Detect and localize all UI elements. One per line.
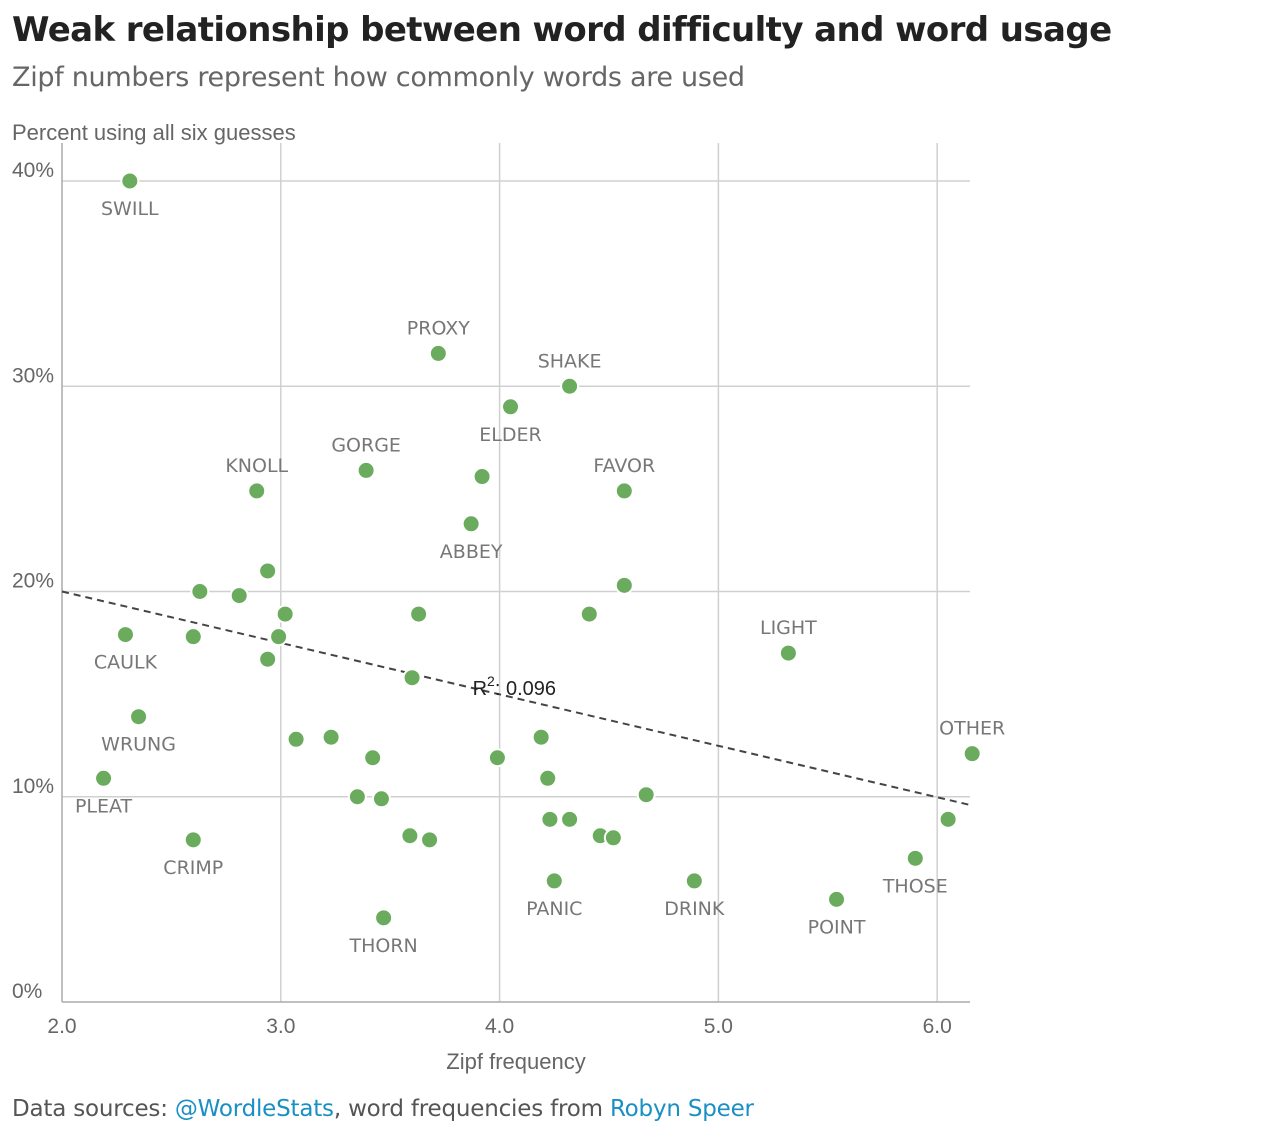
points-group bbox=[94, 171, 982, 928]
data-point bbox=[684, 871, 704, 891]
source-note: Data sources: @WordleStats, word frequen… bbox=[12, 1096, 754, 1122]
data-point bbox=[579, 604, 599, 624]
data-point bbox=[544, 871, 564, 891]
point-label: FAVOR bbox=[593, 455, 655, 477]
data-point bbox=[269, 627, 289, 647]
data-point bbox=[371, 789, 391, 809]
point-label: ABBEY bbox=[440, 541, 503, 563]
y-tick-label: 20% bbox=[12, 570, 54, 593]
data-point bbox=[258, 649, 278, 669]
x-tick-label: 2.0 bbox=[47, 1015, 76, 1038]
source-middle: , word frequencies from bbox=[333, 1096, 610, 1122]
y-tick-label: 40% bbox=[12, 159, 54, 182]
point-label: OTHER bbox=[939, 718, 1005, 740]
point-label: THOSE bbox=[882, 875, 948, 897]
data-point bbox=[115, 625, 135, 645]
x-axis-title: Zipf frequency bbox=[446, 1049, 585, 1074]
data-point bbox=[258, 561, 278, 581]
point-label: CAULK bbox=[94, 652, 158, 674]
data-point bbox=[374, 908, 394, 928]
axes: 0% 10% 20% 30% 40% 2.0 3.0 4.0 5.0 6.0 Percent usi… bbox=[12, 120, 970, 1074]
data-point bbox=[461, 514, 481, 534]
point-label: ELDER bbox=[479, 424, 541, 446]
data-point bbox=[428, 343, 448, 363]
point-label: PLEAT bbox=[75, 795, 133, 817]
point-label: SWILL bbox=[101, 198, 159, 220]
point-label: PANIC bbox=[526, 898, 582, 920]
data-point bbox=[129, 707, 149, 727]
wordlestats-link[interactable]: @WordleStats bbox=[174, 1096, 334, 1122]
source-prefix: Data sources: bbox=[12, 1096, 175, 1122]
data-point bbox=[247, 481, 267, 501]
point-label: LIGHT bbox=[760, 617, 817, 639]
data-point bbox=[409, 604, 429, 624]
y-tick-label: 0% bbox=[12, 980, 42, 1003]
x-tick-label: 5.0 bbox=[704, 1015, 733, 1038]
data-point bbox=[905, 848, 925, 868]
data-point bbox=[472, 467, 492, 487]
chart-title: Weak relationship between word difficult… bbox=[12, 10, 1112, 50]
data-point bbox=[183, 830, 203, 850]
data-point bbox=[487, 748, 507, 768]
data-point bbox=[286, 729, 306, 749]
data-point bbox=[603, 828, 623, 848]
data-point bbox=[538, 768, 558, 788]
point-label: SHAKE bbox=[538, 350, 602, 372]
data-point bbox=[120, 171, 140, 191]
y-axis-title: Percent using all six guesses bbox=[12, 120, 296, 145]
data-point bbox=[347, 787, 367, 807]
robyn-speer-link[interactable]: Robyn Speer bbox=[609, 1096, 754, 1122]
data-point bbox=[321, 727, 341, 747]
data-point bbox=[183, 627, 203, 647]
data-point bbox=[400, 826, 420, 846]
data-point bbox=[827, 889, 847, 909]
data-point bbox=[560, 376, 580, 396]
data-point bbox=[560, 809, 580, 829]
point-label: DRINK bbox=[664, 898, 725, 920]
point-label: WRUNG bbox=[101, 734, 176, 756]
data-point bbox=[229, 586, 249, 606]
data-point bbox=[778, 643, 798, 663]
data-point bbox=[356, 460, 376, 480]
data-point bbox=[275, 604, 295, 624]
data-point bbox=[614, 575, 634, 595]
data-point bbox=[94, 768, 114, 788]
point-label: GORGE bbox=[331, 434, 401, 456]
x-tick-label: 3.0 bbox=[266, 1015, 295, 1038]
point-label: PROXY bbox=[407, 317, 470, 339]
point-label: POINT bbox=[808, 916, 866, 938]
data-point bbox=[420, 830, 440, 850]
data-point bbox=[938, 809, 958, 829]
y-tick-label: 30% bbox=[12, 364, 54, 387]
data-point bbox=[962, 744, 982, 764]
data-point bbox=[636, 785, 656, 805]
data-point bbox=[363, 748, 383, 768]
r-squared-annotation: R2: 0.096 bbox=[473, 673, 556, 700]
data-point bbox=[614, 481, 634, 501]
grid bbox=[61, 143, 970, 1002]
point-label: KNOLL bbox=[225, 455, 288, 477]
point-labels-group: SWILL PROXY SHAKE ELDER GORGE KNOLL FAVOR ABBEY… bbox=[75, 198, 1005, 957]
x-tick-label: 4.0 bbox=[485, 1015, 514, 1038]
data-point bbox=[402, 668, 422, 688]
y-tick-label: 10% bbox=[12, 775, 54, 798]
point-label: CRIMP bbox=[163, 857, 223, 879]
x-tick-label: 6.0 bbox=[923, 1015, 952, 1038]
data-point bbox=[531, 727, 551, 747]
point-label: THORN bbox=[348, 935, 417, 957]
data-point bbox=[540, 809, 560, 829]
data-point bbox=[501, 397, 521, 417]
trendline-group: R2: 0.096 bbox=[61, 590, 971, 806]
data-point bbox=[190, 582, 210, 601]
chart-subtitle: Zipf numbers represent how commonly word… bbox=[12, 62, 745, 93]
